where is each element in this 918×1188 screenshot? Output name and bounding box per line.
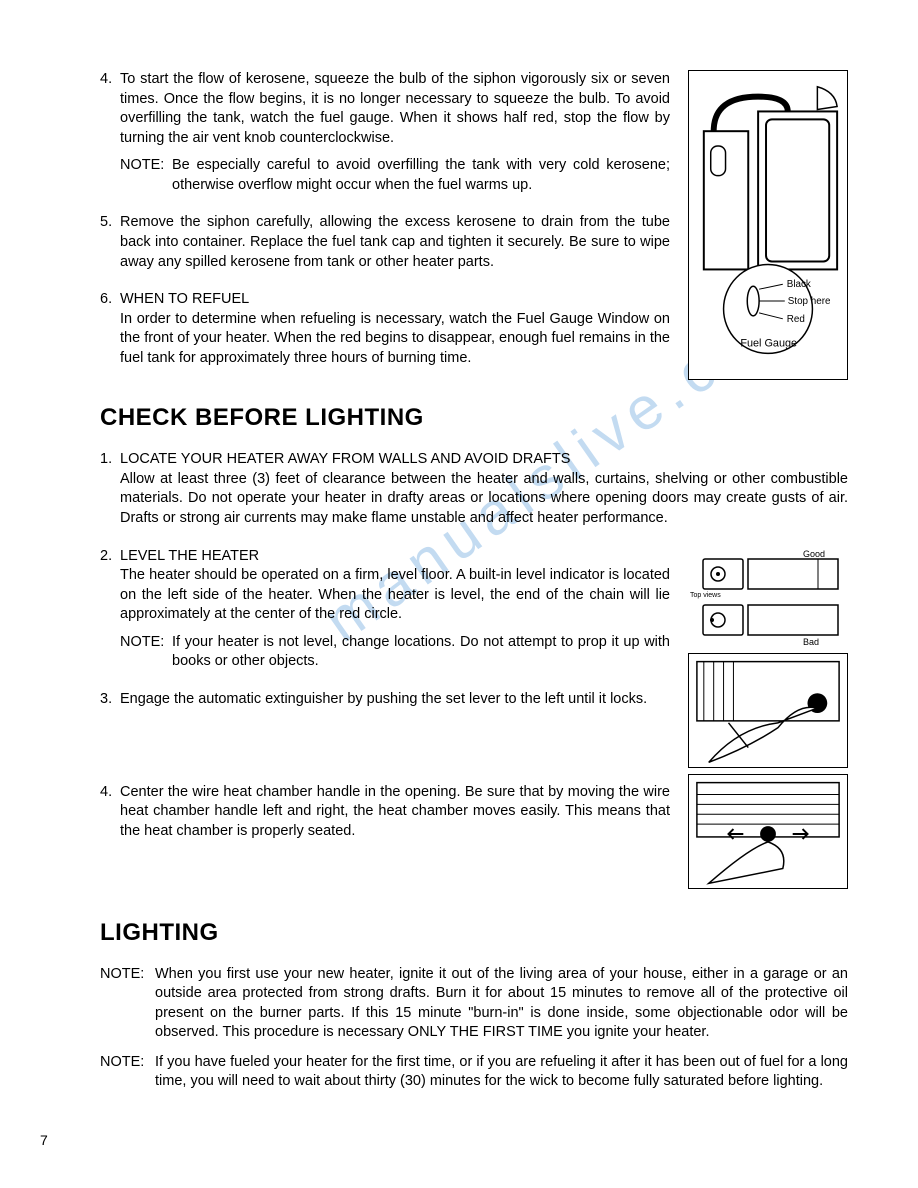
item-body: Center the wire heat chamber handle in t… (120, 783, 670, 842)
extinguisher-icon (689, 653, 847, 768)
heading-check-before-lighting: CHECK BEFORE LIGHTING (100, 404, 848, 432)
svg-text:Good: Good (803, 549, 825, 559)
label-gauge: Fuel Gauge (740, 337, 797, 349)
item-text: Center the wire heat chamber handle in t… (120, 784, 670, 839)
lighting-note: NOTE: If you have fueled your heater for… (100, 1053, 848, 1092)
section-refuel: 4. To start the flow of kerosene, squeez… (100, 70, 848, 386)
item-number: 6. (100, 290, 118, 368)
note-row: NOTE: If your heater is not level, chang… (120, 633, 670, 672)
item-body: LOCATE YOUR HEATER AWAY FROM WALLS AND A… (120, 450, 848, 528)
page-number: 7 (40, 1132, 48, 1148)
note-text: If your heater is not level, change loca… (172, 633, 670, 672)
list-item: 1. LOCATE YOUR HEATER AWAY FROM WALLS AN… (100, 450, 848, 528)
item-body: Engage the automatic extinguisher by pus… (120, 690, 670, 710)
item-number: 3. (100, 690, 118, 710)
item-text: Engage the automatic extinguisher by pus… (120, 691, 647, 707)
label-black: Black (787, 279, 811, 290)
item-body: To start the flow of kerosene, squeeze t… (120, 70, 670, 195)
item-number: 4. (100, 70, 118, 195)
item-body: Remove the siphon carefully, allowing th… (120, 213, 670, 272)
note-text: If you have fueled your heater for the f… (155, 1053, 848, 1092)
svg-text:Top views: Top views (690, 592, 721, 599)
item-number: 4. (100, 783, 118, 842)
note-text: When you first use your new heater, igni… (155, 965, 848, 1043)
fuel-gauge-icon: Black Stop here Red Fuel Gauge (689, 70, 847, 380)
note-text: Be especially careful to avoid overfilli… (172, 156, 670, 195)
list-item: 6. WHEN TO REFUEL In order to determine … (100, 290, 670, 368)
lighting-note: NOTE: When you first use your new heater… (100, 965, 848, 1043)
heat-chamber-icon (689, 774, 847, 889)
list-item: 5. Remove the siphon carefully, allowing… (100, 213, 670, 272)
item-text: To start the flow of kerosene, squeeze t… (120, 71, 670, 146)
item-body: WHEN TO REFUEL In order to determine whe… (120, 290, 670, 368)
heading-lighting: LIGHTING (100, 919, 848, 947)
note-label: NOTE: (100, 965, 155, 1043)
note-label: NOTE: (120, 156, 172, 195)
item-title: LEVEL THE HEATER (120, 548, 259, 564)
label-red: Red (787, 314, 805, 325)
refuel-text-column: 4. To start the flow of kerosene, squeez… (100, 70, 670, 386)
figure-extinguisher (688, 653, 848, 768)
item-text: Allow at least three (3) feet of clearan… (120, 471, 848, 526)
level-indicator-icon: Good Top views Bad (688, 547, 848, 647)
label-stop: Stop here (788, 296, 831, 307)
figure-heat-chamber (688, 774, 848, 889)
item-text: Remove the siphon carefully, allowing th… (120, 214, 670, 269)
item-text: In order to determine when refueling is … (120, 311, 670, 366)
list-item: 2. LEVEL THE HEATER The heater should be… (100, 547, 670, 672)
note-label: NOTE: (120, 633, 172, 672)
list-item: 3. Engage the automatic extinguisher by … (100, 690, 670, 710)
level-figure-column: Good Top views Bad (688, 547, 848, 889)
figure-fuel-gauge: Black Stop here Red Fuel Gauge (688, 70, 848, 380)
item-number: 5. (100, 213, 118, 272)
item-text: The heater should be operated on a firm,… (120, 567, 670, 622)
item-number: 1. (100, 450, 118, 528)
item-number: 2. (100, 547, 118, 672)
refuel-figure-column: Black Stop here Red Fuel Gauge (688, 70, 848, 380)
note-row: NOTE: Be especially careful to avoid ove… (120, 156, 670, 195)
list-item: 4. Center the wire heat chamber handle i… (100, 783, 670, 842)
figure-level-indicator: Good Top views Bad (688, 547, 848, 647)
note-label: NOTE: (100, 1053, 155, 1092)
item-title: WHEN TO REFUEL (120, 291, 249, 307)
item-body: LEVEL THE HEATER The heater should be op… (120, 547, 670, 672)
page-content: 4. To start the flow of kerosene, squeez… (100, 70, 848, 1092)
level-text-column: 2. LEVEL THE HEATER The heater should be… (100, 547, 670, 860)
svg-text:Bad: Bad (803, 637, 819, 647)
item-title: LOCATE YOUR HEATER AWAY FROM WALLS AND A… (120, 451, 570, 467)
section-level: 2. LEVEL THE HEATER The heater should be… (100, 547, 848, 889)
list-item: 4. To start the flow of kerosene, squeez… (100, 70, 670, 195)
